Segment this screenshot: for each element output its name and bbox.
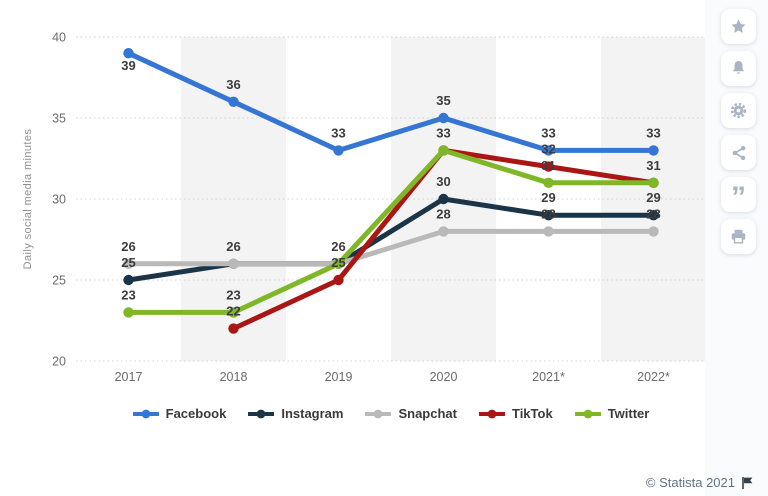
legend-label: Twitter xyxy=(607,406,650,421)
data-point-facebook-2022[interactable] xyxy=(648,145,659,156)
series-line-snapchat[interactable] xyxy=(126,228,656,267)
share-icon xyxy=(730,144,748,162)
data-point-tiktok-2019[interactable] xyxy=(333,274,344,286)
bell-icon xyxy=(729,59,748,78)
data-point-snapchat-2022[interactable] xyxy=(648,226,659,237)
x-tick-label-2022: 2022* xyxy=(637,370,670,384)
value-label-2017-25: 25 xyxy=(121,255,135,270)
print-icon xyxy=(729,227,748,246)
legend-marker-twitter xyxy=(574,409,601,418)
data-point-tiktok-2021[interactable] xyxy=(543,161,554,172)
value-label-2020-33: 33 xyxy=(436,125,450,140)
quote-icon: ” xyxy=(731,181,746,214)
value-label-2020-30: 30 xyxy=(436,174,450,189)
legend-item-facebook[interactable]: Facebook xyxy=(132,406,227,421)
value-label-2019-33: 33 xyxy=(331,125,345,140)
data-point-snapchat-2020[interactable] xyxy=(438,226,449,237)
value-label-2018-36: 36 xyxy=(226,77,240,92)
value-label-2017-23: 23 xyxy=(121,287,135,302)
value-label-2021-28: 28 xyxy=(541,206,555,221)
value-label-2022-31: 31 xyxy=(646,158,660,173)
value-label-2018-26: 26 xyxy=(226,239,240,254)
gear-button[interactable] xyxy=(721,93,756,128)
y-tick-label-35: 35 xyxy=(52,112,66,126)
value-label-2022-29: 29 xyxy=(646,190,660,205)
y-axis-title: Daily social media minutes xyxy=(22,128,34,270)
value-label-2017-26: 26 xyxy=(121,239,135,254)
legend-item-tiktok[interactable]: TikTok xyxy=(478,406,553,421)
legend-marker-facebook xyxy=(132,409,159,418)
data-point-facebook-2018[interactable] xyxy=(228,96,239,108)
footer: © Statista 2021 xyxy=(646,475,754,490)
y-tick-label-20: 20 xyxy=(52,355,66,369)
y-tick-label-40: 40 xyxy=(52,31,66,45)
data-point-twitter-2019[interactable] xyxy=(333,258,344,269)
value-label-2021-33: 33 xyxy=(541,125,555,140)
legend-marker-instagram xyxy=(248,409,275,418)
legend-item-snapchat[interactable]: Snapchat xyxy=(365,406,457,421)
y-tick-label-25: 25 xyxy=(52,274,66,288)
legend-label: TikTok xyxy=(511,406,553,421)
x-tick-label-2021: 2021* xyxy=(532,370,565,384)
value-label-2018-22: 22 xyxy=(226,304,240,319)
value-label-2019-26: 26 xyxy=(331,239,345,254)
x-tick-label-2020: 2020 xyxy=(430,370,458,384)
data-point-instagram-2021[interactable] xyxy=(543,210,554,221)
data-point-facebook-2017[interactable] xyxy=(123,48,134,59)
x-tick-label-2019: 2019 xyxy=(325,370,353,384)
value-label-2021-32: 32 xyxy=(541,142,555,157)
value-label-2017-39: 39 xyxy=(121,58,135,73)
value-label-2022-28: 28 xyxy=(646,206,660,221)
value-label-2018-23: 23 xyxy=(226,287,240,302)
data-point-instagram-2020[interactable] xyxy=(438,193,449,205)
value-label-2020-35: 35 xyxy=(436,93,450,108)
data-point-instagram-2022[interactable] xyxy=(648,210,659,221)
data-point-snapchat-2021[interactable] xyxy=(543,226,554,237)
star-icon xyxy=(729,17,748,36)
y-tick-label-30: 30 xyxy=(52,193,66,207)
copyright-text: © Statista 2021 xyxy=(645,475,735,490)
print-button[interactable] xyxy=(721,219,756,254)
series-line-twitter[interactable] xyxy=(126,147,656,315)
data-point-facebook-2021[interactable] xyxy=(543,145,554,156)
legend-marker-tiktok xyxy=(478,409,505,418)
data-point-twitter-2021[interactable] xyxy=(543,177,554,188)
value-label-2020-28: 28 xyxy=(436,206,450,221)
quote-button[interactable]: ” xyxy=(721,177,756,214)
data-point-facebook-2019[interactable] xyxy=(333,145,344,156)
x-tick-label-2018: 2018 xyxy=(220,370,248,384)
flag-icon xyxy=(742,476,753,489)
data-point-twitter-2018[interactable] xyxy=(228,307,239,318)
legend-item-twitter[interactable]: Twitter xyxy=(574,406,650,421)
legend-label: Snapchat xyxy=(398,406,457,421)
series-line-facebook[interactable] xyxy=(126,50,656,153)
x-tick-label-2017: 2017 xyxy=(115,370,143,384)
legend-item-instagram[interactable]: Instagram xyxy=(248,406,343,421)
gear-icon xyxy=(729,101,748,120)
legend-label: Instagram xyxy=(281,406,344,421)
data-point-twitter-2017[interactable] xyxy=(123,307,134,318)
value-label-2022-33: 33 xyxy=(646,125,660,140)
chart-legend: Facebook Instagram Snapchat TikTok Twitter xyxy=(76,406,706,421)
data-point-snapchat-2017[interactable] xyxy=(123,258,134,269)
share-button[interactable] xyxy=(721,135,756,170)
legend-label: Facebook xyxy=(165,406,227,421)
series-line-instagram[interactable] xyxy=(126,196,656,283)
data-point-twitter-2020[interactable] xyxy=(438,145,449,156)
toolbar: ” xyxy=(721,9,756,254)
value-label-2021-31: 31 xyxy=(541,158,555,173)
data-point-instagram-2017[interactable] xyxy=(123,274,134,286)
data-point-tiktok-2018[interactable] xyxy=(228,323,239,334)
star-button[interactable] xyxy=(721,9,756,44)
value-label-2019-25: 25 xyxy=(331,255,345,270)
value-label-2021-29: 29 xyxy=(541,190,555,205)
legend-marker-snapchat xyxy=(365,409,392,418)
bell-button[interactable] xyxy=(721,51,756,86)
data-point-snapchat-2018[interactable] xyxy=(228,258,239,269)
data-point-twitter-2022[interactable] xyxy=(648,177,659,188)
data-point-facebook-2020[interactable] xyxy=(438,112,449,124)
